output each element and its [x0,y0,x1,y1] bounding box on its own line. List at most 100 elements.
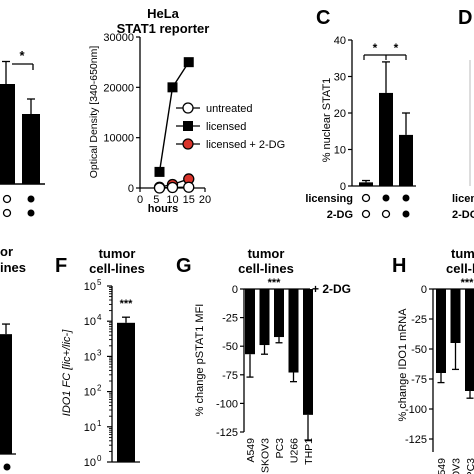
bar [436,289,446,373]
row-label-licensing: licensing [305,193,353,205]
x-tick-label: SKOV3 [451,458,463,474]
y-tick-label: 0 [340,181,346,193]
panel-title: tumor [248,246,285,261]
y-tick-label: 10 [84,316,96,328]
y-tick-exponent: 4 [97,313,102,322]
hela-line-chart: HeLa STAT1 reporter Optical Density [340… [88,6,285,215]
data-point [183,181,195,193]
bar [288,289,299,373]
panel-f: F tumor cell-lines IDO1 FC [lic+/lic-] 1… [55,246,145,469]
condition-dot-filled [402,210,410,218]
condition-dot-open [2,194,12,204]
y-axis-label: % change pSTAT1 MFI [194,304,206,417]
x-tick-label: SKOV3 [260,438,272,473]
significance-star: * [19,48,25,63]
x-tick-label: 15 [183,194,195,206]
y-tick-label: 10 [84,457,96,469]
x-tick-label: 0 [137,194,143,206]
legend-marker-licensed [183,121,193,131]
panel-h-partial: H tum cell-li % change IDO1 mRNA 0 -25 -50… [392,246,474,474]
y-tick-label: 30 [334,72,346,84]
y-tick-label: 10 [84,422,96,434]
y-tick-exponent: 3 [97,348,102,357]
bar [465,289,474,391]
bar [359,182,373,186]
panel-title: cell-lines [238,261,294,276]
panel-letter: G [176,255,192,277]
panel-letter: F [55,255,67,277]
bar [259,289,270,346]
legend-label: licensed [206,121,246,133]
legend-label: untreated [206,103,252,115]
panel-a-partial: * [0,48,45,218]
y-tick-label: 10000 [103,133,134,145]
condition-dot-filled [27,209,35,217]
y-axis-label: Optical Density [340-650nm] [88,46,100,179]
condition-dot-filled [382,194,390,202]
panel-title: tum [451,246,474,261]
y-tick-label: -75 [411,374,427,386]
significance-star: * [394,41,399,55]
legend-label: licensed + 2-DG [206,139,285,151]
y-tick-label: 10 [84,387,96,399]
y-tick-exponent: 1 [97,419,102,428]
chart-subtitle: STAT1 reporter [117,21,210,36]
bar [379,92,393,186]
y-axis-label: % change IDO1 mRNA [397,308,409,422]
panel-d-partial: D licen 2-DG [452,7,474,221]
x-tick-label: 20 [199,194,211,206]
y-tick-exponent: 2 [97,384,102,393]
bar [22,114,40,184]
significance-stars: *** [268,277,282,289]
x-tick-label: PC3 [465,458,474,474]
condition-dot-filled [402,194,410,202]
condition-dot-filled [3,463,11,471]
treatment-label: + 2-DG [312,282,351,296]
data-point [154,166,165,177]
x-axis-label: hours [148,203,179,215]
condition-dot-open [361,209,371,219]
bar [0,84,15,184]
bar [303,289,313,415]
y-tick-label: 0 [232,284,238,296]
panel-letter: D [458,7,472,29]
bar [399,134,413,186]
y-tick-label: 40 [334,35,346,47]
panel-letter: H [392,255,406,277]
significance-stars: *** [120,298,134,310]
y-tick-label: -25 [411,314,427,326]
y-tick-label: 10 [84,281,96,293]
significance-brackets: * * [363,41,407,60]
y-tick-label: -125 [405,434,427,446]
y-tick-exponent: 0 [97,454,102,463]
bar [0,334,12,454]
bar [274,289,284,338]
y-tick-label: 0 [128,183,134,195]
data-point [167,82,178,93]
y-axis-label: IDO1 FC [lic+/lic-] [61,329,73,416]
y-tick-label: 0 [421,284,427,296]
bar [245,289,255,355]
row-label-2dg: 2-DG [452,209,474,221]
bar [450,289,461,343]
x-tick-label: PC3 [274,438,286,459]
data-point [183,57,194,68]
row-label-licensing: licen [452,193,474,205]
y-tick-label: -25 [222,313,238,325]
significance-stars: *** [461,277,474,289]
chart-title: HeLa [147,6,180,21]
y-tick-label: 20 [334,108,346,120]
panel-e-partial: or ines [0,244,26,471]
y-tick-label: -100 [405,404,427,416]
x-tick-label: A549 [245,438,257,463]
condition-dot-open [2,208,12,218]
condition-dot-filled [27,195,35,203]
x-tick-label: U266 [289,438,301,463]
y-tick-label: 20000 [103,82,134,94]
y-tick-label: -125 [216,427,238,439]
y-tick-label: -75 [222,370,238,382]
series-line [158,61,190,172]
y-tick-exponent: 5 [97,278,102,287]
y-tick-label: -100 [216,398,238,410]
